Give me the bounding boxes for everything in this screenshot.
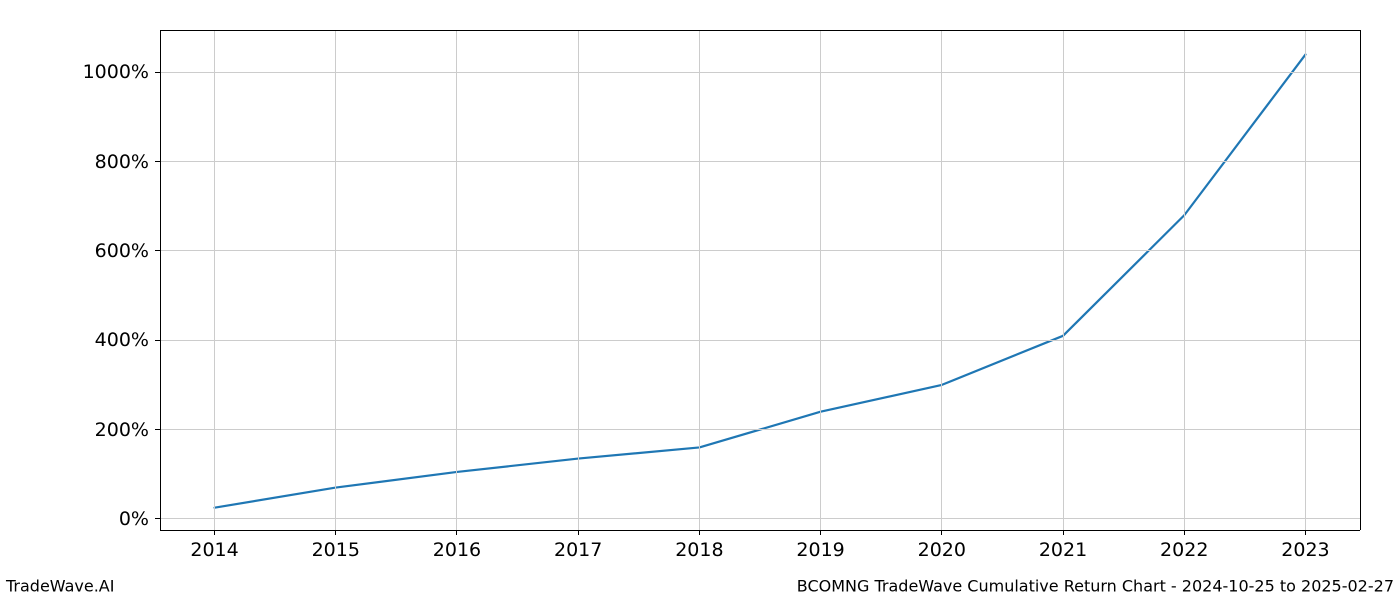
grid-hline <box>160 518 1360 519</box>
grid-hline <box>160 161 1360 162</box>
grid-hline <box>160 72 1360 73</box>
x-tick-label: 2019 <box>796 539 844 561</box>
footer-right-label: BCOMNG TradeWave Cumulative Return Chart… <box>797 577 1394 596</box>
grid-vline <box>1184 30 1185 530</box>
grid-vline <box>1063 30 1064 530</box>
line-layer <box>0 0 1400 600</box>
x-tick-label: 2020 <box>918 539 966 561</box>
x-tick-label: 2016 <box>433 539 481 561</box>
x-tick-mark <box>214 530 215 535</box>
grid-vline <box>1305 30 1306 530</box>
x-tick-mark <box>335 530 336 535</box>
x-tick-mark <box>1184 530 1185 535</box>
x-tick-mark <box>1063 530 1064 535</box>
x-tick-mark <box>1305 530 1306 535</box>
x-tick-label: 2018 <box>675 539 723 561</box>
x-tick-mark <box>941 530 942 535</box>
series-line <box>215 55 1306 508</box>
y-tick-label: 600% <box>95 240 149 262</box>
x-tick-label: 2014 <box>190 539 238 561</box>
y-tick-label: 200% <box>95 419 149 441</box>
x-tick-label: 2017 <box>554 539 602 561</box>
spine-right <box>1360 30 1361 530</box>
x-tick-label: 2022 <box>1160 539 1208 561</box>
x-tick-label: 2021 <box>1039 539 1087 561</box>
chart-container: { "chart": { "type": "line", "width": 14… <box>0 0 1400 600</box>
grid-vline <box>335 30 336 530</box>
x-tick-mark <box>699 530 700 535</box>
y-tick-label: 400% <box>95 329 149 351</box>
x-tick-label: 2023 <box>1281 539 1329 561</box>
x-tick-mark <box>578 530 579 535</box>
y-tick-label: 1000% <box>83 61 149 83</box>
grid-vline <box>214 30 215 530</box>
grid-hline <box>160 429 1360 430</box>
grid-vline <box>578 30 579 530</box>
grid-vline <box>456 30 457 530</box>
grid-vline <box>699 30 700 530</box>
y-tick-label: 800% <box>95 151 149 173</box>
footer-left-label: TradeWave.AI <box>6 577 114 596</box>
grid-hline <box>160 340 1360 341</box>
grid-vline <box>941 30 942 530</box>
x-tick-mark <box>820 530 821 535</box>
grid-vline <box>820 30 821 530</box>
spine-bottom <box>160 530 1360 531</box>
spine-left <box>160 30 161 530</box>
y-tick-label: 0% <box>119 508 149 530</box>
x-tick-label: 2015 <box>312 539 360 561</box>
grid-hline <box>160 250 1360 251</box>
spine-top <box>160 30 1360 31</box>
x-tick-mark <box>456 530 457 535</box>
